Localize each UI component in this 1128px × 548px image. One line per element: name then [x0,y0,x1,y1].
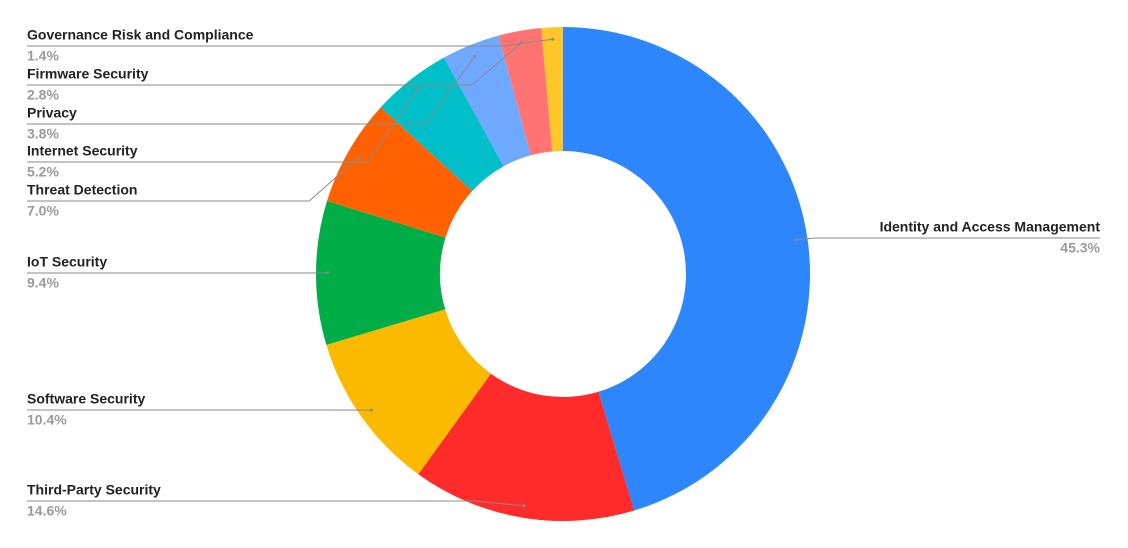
leader-dot [522,504,526,508]
slice-value-label: 5.2% [27,164,59,180]
slice-label: Privacy [27,105,77,121]
slice-label: Third-Party Security [27,482,161,498]
leader-dot [357,155,361,159]
slice [380,57,504,192]
slice-value-label: 3.8% [27,126,59,142]
slice-label: Threat Detection [27,182,137,198]
leader-dot [369,408,373,412]
slice-value-label: 1.4% [27,48,59,64]
leader-dot [416,87,420,91]
slice-value-label: 45.3% [1060,240,1100,256]
leader-dot [551,37,555,41]
leader-dot [326,271,330,275]
leader-line [27,500,525,507]
slice-label: Governance Risk and Compliance [27,27,254,43]
slice-value-label: 10.4% [27,412,67,428]
leader-dot [473,54,477,58]
leader-line [27,55,476,125]
slice [326,309,491,475]
slice-value-label: 14.6% [27,503,67,519]
slice [498,27,553,156]
slice-value-label: 2.8% [27,87,59,103]
leader-line [27,38,553,47]
slice [327,107,473,238]
slice-label: Identity and Access Management [880,219,1101,235]
slice-label: IoT Security [27,254,107,270]
slice [563,27,811,511]
leader-line [795,237,1100,241]
leader-line [27,89,419,163]
leader-line [27,42,523,86]
leader-dot [793,238,797,242]
slice-label: Software Security [27,391,145,407]
leader-line [27,156,360,202]
slice [316,200,446,345]
slice-value-label: 7.0% [27,203,59,219]
slice [418,373,635,521]
slice-label: Firmware Security [27,66,149,82]
slice-value-label: 9.4% [27,275,59,291]
slice [541,27,563,152]
slice-label: Internet Security [27,143,138,159]
